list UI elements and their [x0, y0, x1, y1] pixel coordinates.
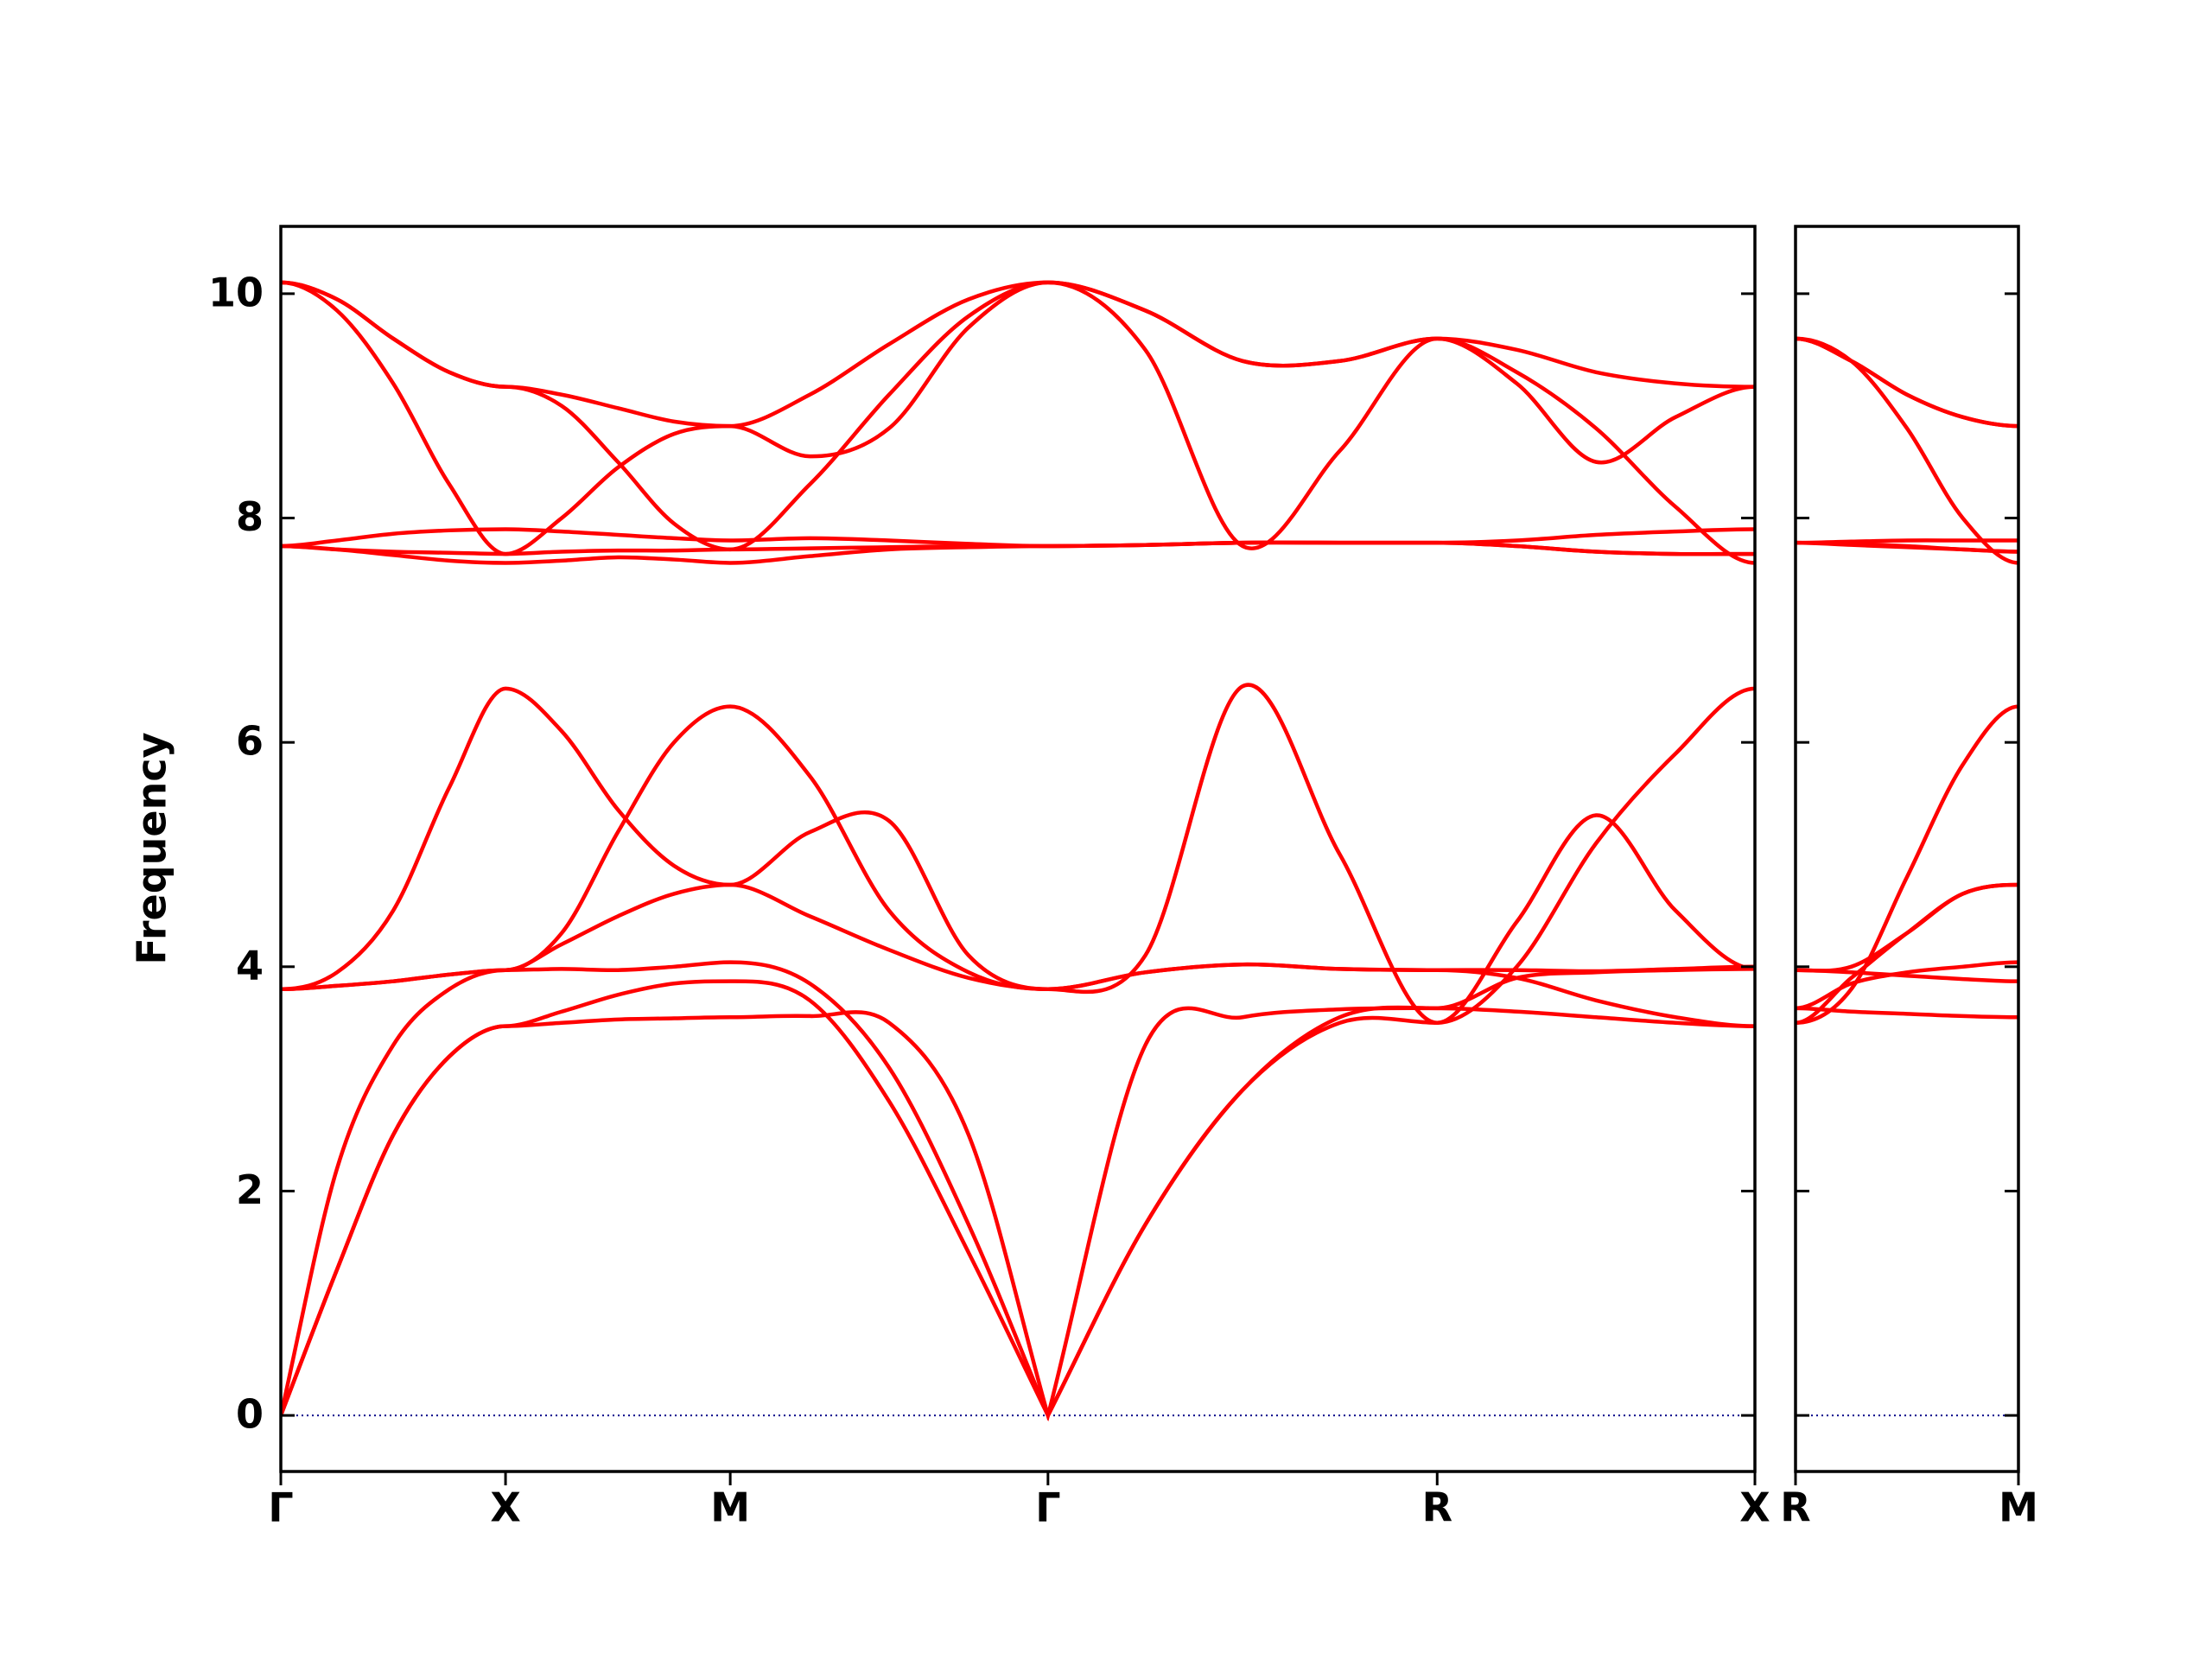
x-tick-label: M [710, 1484, 750, 1531]
x-tick-label: Γ [1035, 1484, 1060, 1531]
y-tick-label: 6 [236, 718, 264, 765]
x-tick-label: R [1422, 1484, 1452, 1531]
band-line [1796, 882, 2018, 973]
y-tick-label: 4 [236, 942, 264, 988]
y-tick-label: 0 [236, 1391, 264, 1438]
axes-frame [1794, 225, 2020, 1473]
band-line [281, 683, 1755, 1025]
x-tick-label: X [1739, 1484, 1770, 1531]
y-tick-label: 8 [236, 493, 264, 540]
y-tick-label: 10 [208, 269, 264, 315]
band-line [1796, 336, 2018, 429]
y-axis-label: Frequency [129, 732, 175, 964]
band-line [281, 280, 1755, 556]
band-line [1796, 968, 2018, 983]
band-line [1796, 704, 2018, 1025]
x-tick-label: X [490, 1484, 520, 1531]
band-line [281, 813, 1755, 1421]
band-line [1796, 1006, 2018, 1020]
x-tick-label: Γ [268, 1484, 293, 1531]
band-line [281, 960, 1755, 1422]
band-line [1796, 882, 2018, 1025]
band-line [1796, 336, 2018, 565]
band-line [281, 280, 1755, 465]
x-tick-label: R [1780, 1484, 1810, 1531]
axes-frame [279, 225, 1757, 1473]
band-line [1796, 336, 2018, 429]
band-line [281, 280, 1755, 556]
x-tick-label: M [1999, 1484, 2038, 1531]
y-tick-label: 2 [236, 1166, 264, 1213]
band-line [281, 704, 1755, 1028]
band-line [1796, 540, 2018, 554]
band-line [281, 280, 1755, 565]
band-line [281, 527, 1755, 549]
